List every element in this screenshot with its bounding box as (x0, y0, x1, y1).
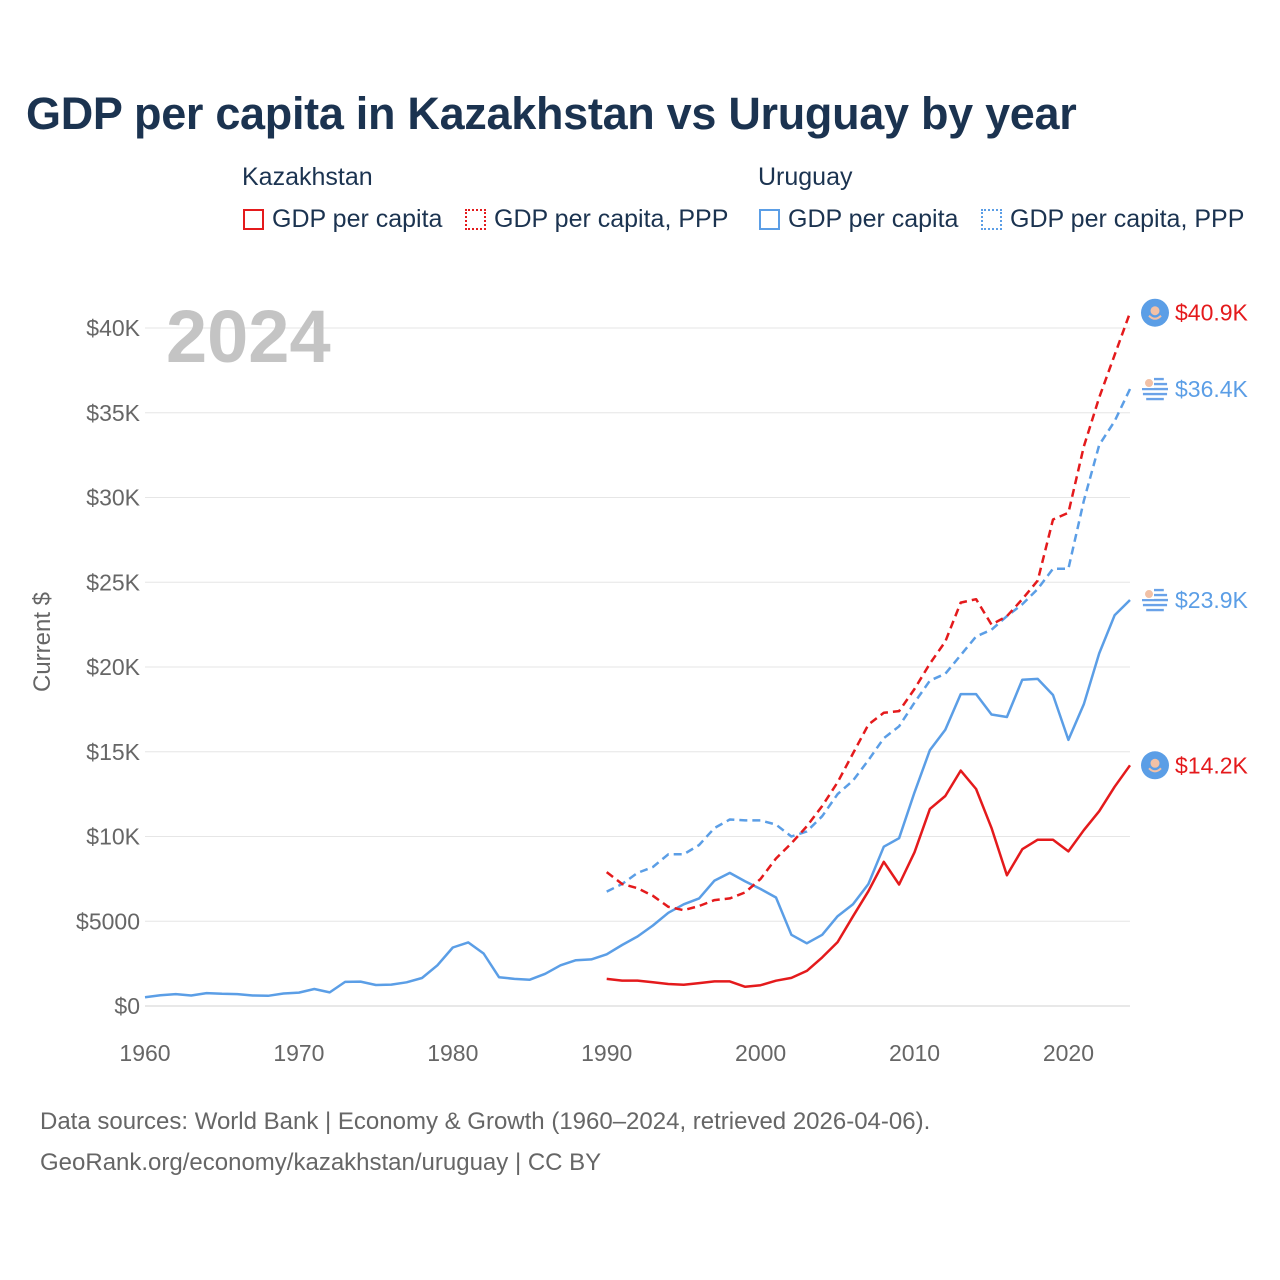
legend-label: GDP per capita (272, 205, 443, 233)
x-tick-label: 1960 (119, 1040, 170, 1066)
footer-attribution[interactable]: GeoRank.org/economy/kazakhstan/uruguay |… (40, 1149, 602, 1176)
flag-wing (1148, 767, 1162, 773)
flag-sun (1145, 379, 1153, 388)
series-line (606, 764, 1132, 989)
legend-uruguay-title: Uruguay (758, 163, 853, 191)
series-line (144, 599, 1131, 999)
y-tick-label: $35K (86, 400, 140, 426)
y-axis-ticks: $0 $5000 $10K $15K $20K $25K $30K $35K $40K (76, 315, 141, 1019)
x-tick-label: 1980 (427, 1040, 478, 1066)
legend-label: GDP per capita (788, 205, 959, 233)
series-end-label: $23.9K (1175, 587, 1249, 613)
y-tick-label: $30K (86, 485, 140, 511)
series-end-markers: $23.9K $36.4K $14.2K $40.9K (1141, 298, 1249, 780)
uruguay-flag-marker (1141, 375, 1169, 404)
legend-swatch-solid-red (243, 209, 264, 230)
y-tick-label: $25K (86, 569, 140, 595)
flag-wing (1148, 315, 1162, 320)
legend-swatch-solid-blue (759, 209, 780, 230)
kazakhstan-flag-marker (1141, 298, 1169, 327)
series-lines (144, 312, 1132, 999)
y-tick-label: $0 (114, 993, 140, 1019)
x-axis-ticks: 1960 1970 1980 1990 2000 2010 2020 (119, 1040, 1094, 1066)
y-axis-label: Current $ (29, 592, 56, 692)
kazakhstan-flag-marker (1141, 751, 1169, 780)
legend-swatch-dotted-blue (981, 209, 1002, 230)
uruguay-flag-marker (1141, 586, 1169, 615)
footer-sources: Data sources: World Bank | Economy & Gro… (40, 1108, 931, 1135)
y-tick-label: $20K (86, 654, 140, 680)
series-end-label: $40.9K (1175, 300, 1249, 326)
series-end-label: $36.4K (1175, 376, 1249, 402)
legend-label: GDP per capita, PPP (494, 205, 729, 233)
x-tick-label: 2020 (1043, 1040, 1094, 1066)
legend-item-kz-ppp[interactable]: GDP per capita, PPP (465, 205, 728, 234)
series-end-label: $14.2K (1175, 752, 1249, 778)
y-tick-label: $15K (86, 739, 140, 765)
flag-sun (1145, 590, 1153, 599)
legend-label: GDP per capita, PPP (1010, 205, 1245, 233)
y-tick-label: $40K (86, 315, 140, 341)
legend-item-uy-ppp[interactable]: GDP per capita, PPP (981, 205, 1244, 234)
series-line (606, 388, 1132, 893)
series-line (605, 312, 1132, 912)
grid-lines (145, 327, 1130, 1007)
legend-item-uy-gdp[interactable]: GDP per capita (759, 205, 958, 234)
x-tick-label: 2000 (735, 1040, 786, 1066)
y-tick-label: $5000 (76, 908, 140, 934)
flag-sun (1150, 306, 1160, 316)
legend-item-kz-gdp[interactable]: GDP per capita (243, 205, 442, 234)
x-tick-label: 1970 (273, 1040, 324, 1066)
x-tick-label: 1990 (581, 1040, 632, 1066)
chart-title: GDP per capita in Kazakhstan vs Uruguay … (26, 88, 1077, 139)
y-tick-label: $10K (86, 824, 140, 850)
flag-sun (1150, 758, 1160, 768)
x-tick-label: 2010 (889, 1040, 940, 1066)
legend-swatch-dotted-red (465, 209, 486, 230)
year-watermark: 2024 (166, 295, 331, 378)
legend-kazakhstan-title: Kazakhstan (242, 163, 373, 191)
